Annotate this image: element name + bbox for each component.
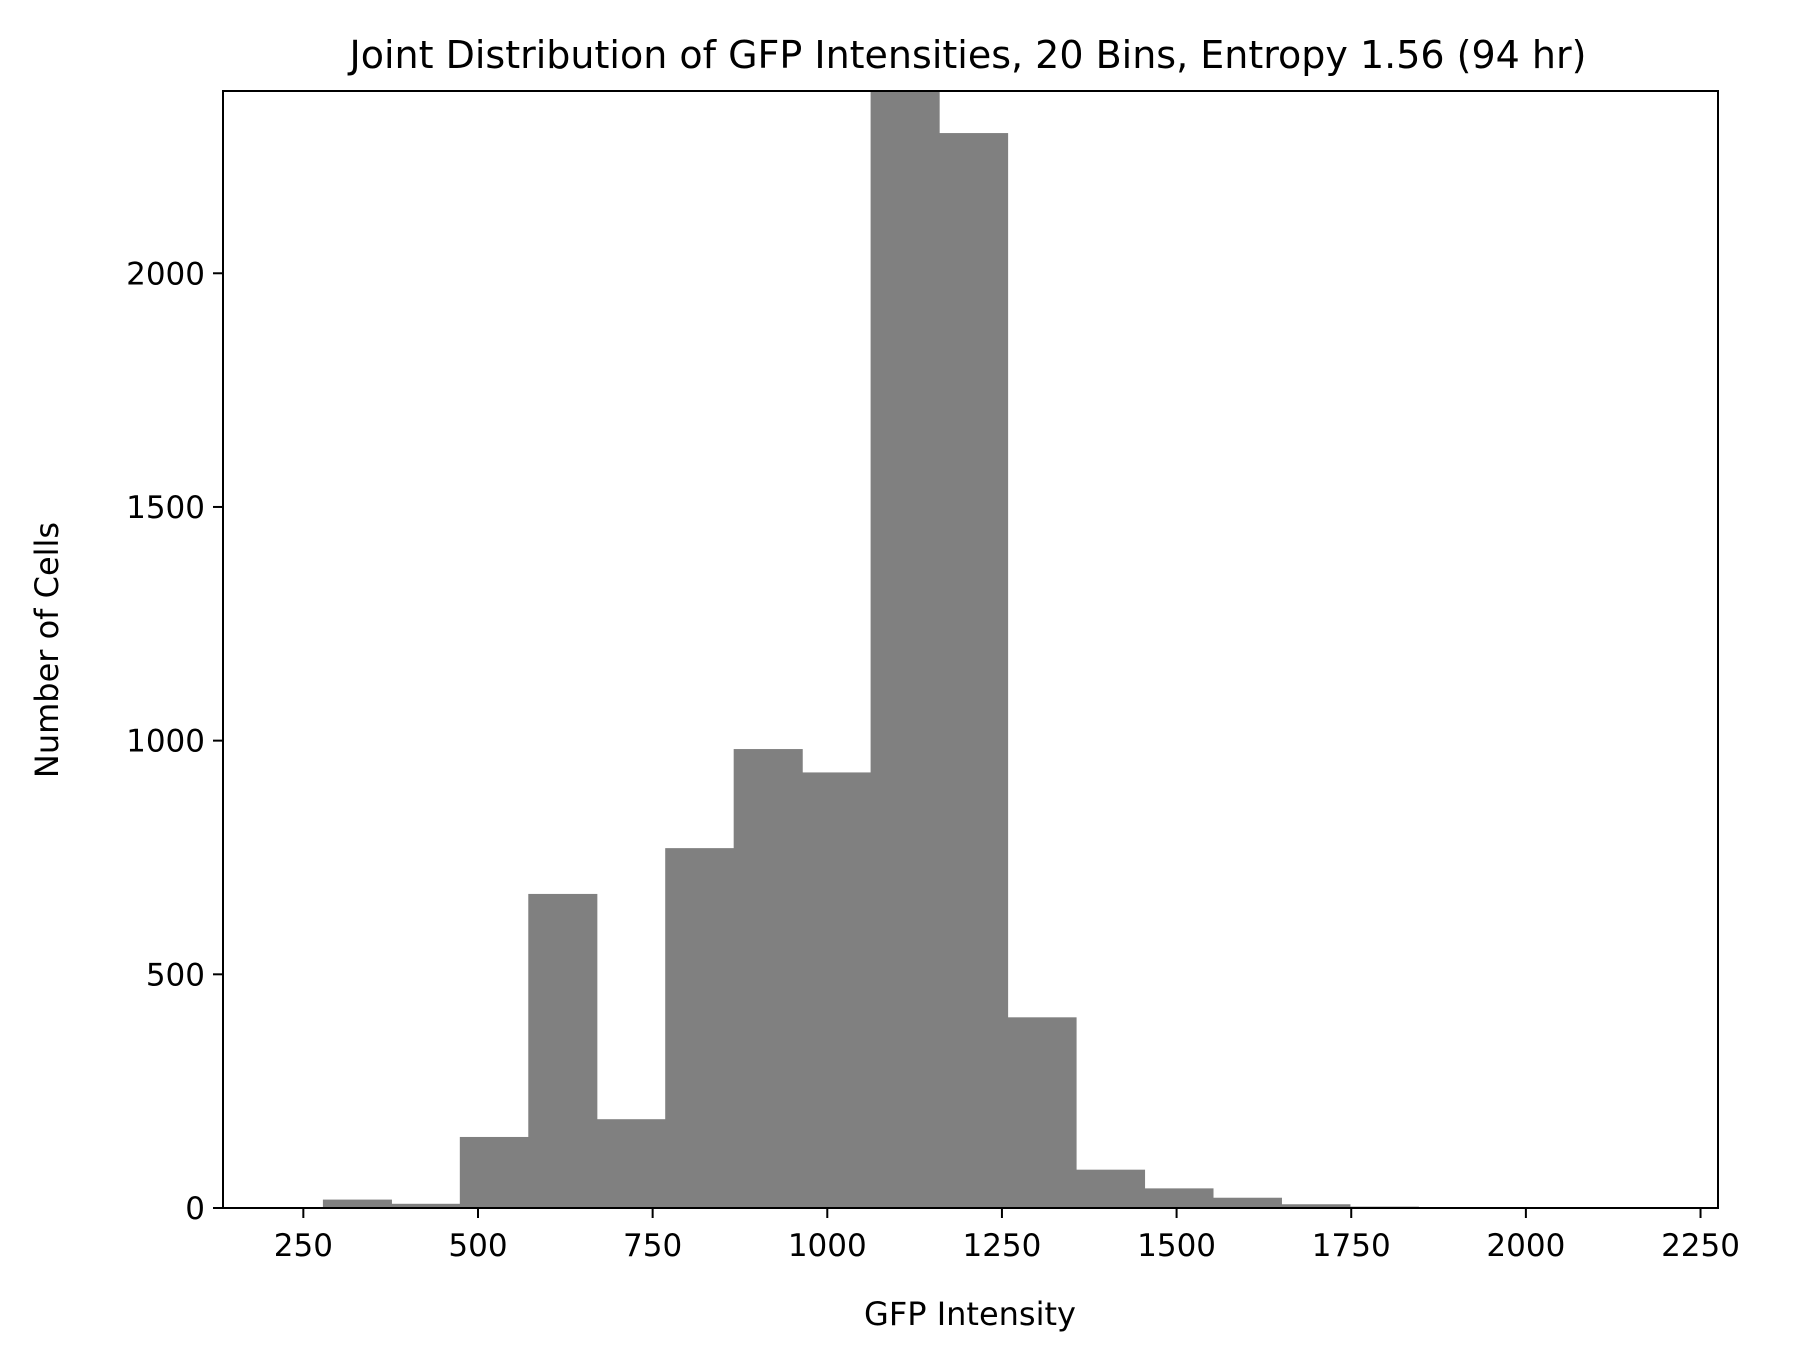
y-tick-label: 2000 <box>126 256 205 292</box>
histogram-bar <box>596 1119 666 1208</box>
x-tick-label: 2250 <box>1661 1228 1740 1264</box>
x-tick-label: 1000 <box>788 1228 867 1264</box>
histogram-bar <box>733 749 803 1208</box>
histogram-bar <box>1075 1169 1146 1208</box>
x-tick-label: 750 <box>623 1228 682 1264</box>
x-tick-label: 250 <box>274 1228 333 1264</box>
x-axis-ticks: 250 500 750 1000 1250 1500 1750 2000 2250 <box>274 1208 1740 1264</box>
histogram-bar <box>939 133 1009 1208</box>
x-tick-label: 2000 <box>1486 1228 1565 1264</box>
y-tick-label: 500 <box>146 957 205 993</box>
x-tick-label: 500 <box>448 1228 507 1264</box>
bars <box>254 91 1625 1208</box>
y-axis-ticks: 0 500 1000 1500 2000 <box>126 256 223 1227</box>
y-tick-label: 1500 <box>126 490 205 526</box>
x-tick-label: 1750 <box>1312 1228 1391 1264</box>
chart-title: Joint Distribution of GFP Intensities, 2… <box>348 33 1587 77</box>
x-axis-label: GFP Intensity <box>864 1295 1076 1333</box>
y-tick-label: 0 <box>185 1191 205 1227</box>
histogram-bar <box>1007 1017 1077 1208</box>
y-tick-label: 1000 <box>126 724 205 760</box>
histogram-bar <box>528 893 598 1208</box>
histogram-bar <box>1144 1188 1214 1208</box>
histogram-bar <box>391 1203 461 1208</box>
x-tick-label: 1250 <box>962 1228 1041 1264</box>
histogram-bar <box>1281 1204 1351 1208</box>
histogram-bar <box>1212 1197 1282 1208</box>
histogram-bar <box>665 848 735 1208</box>
histogram-bar <box>870 91 940 1208</box>
x-tick-label: 1500 <box>1137 1228 1216 1264</box>
histogram-bar <box>802 772 872 1208</box>
y-axis-label: Number of Cells <box>28 522 66 778</box>
plot-frame <box>222 90 1719 1209</box>
histogram-bar <box>459 1136 529 1208</box>
histogram-bar <box>322 1199 392 1208</box>
